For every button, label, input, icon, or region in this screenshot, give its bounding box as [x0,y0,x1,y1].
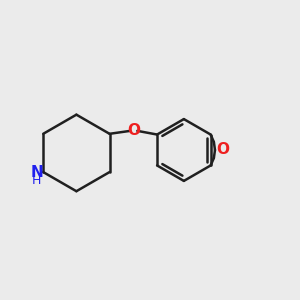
Text: H: H [32,174,41,188]
Text: O: O [127,123,140,138]
Text: N: N [30,166,43,181]
Text: O: O [216,142,229,158]
